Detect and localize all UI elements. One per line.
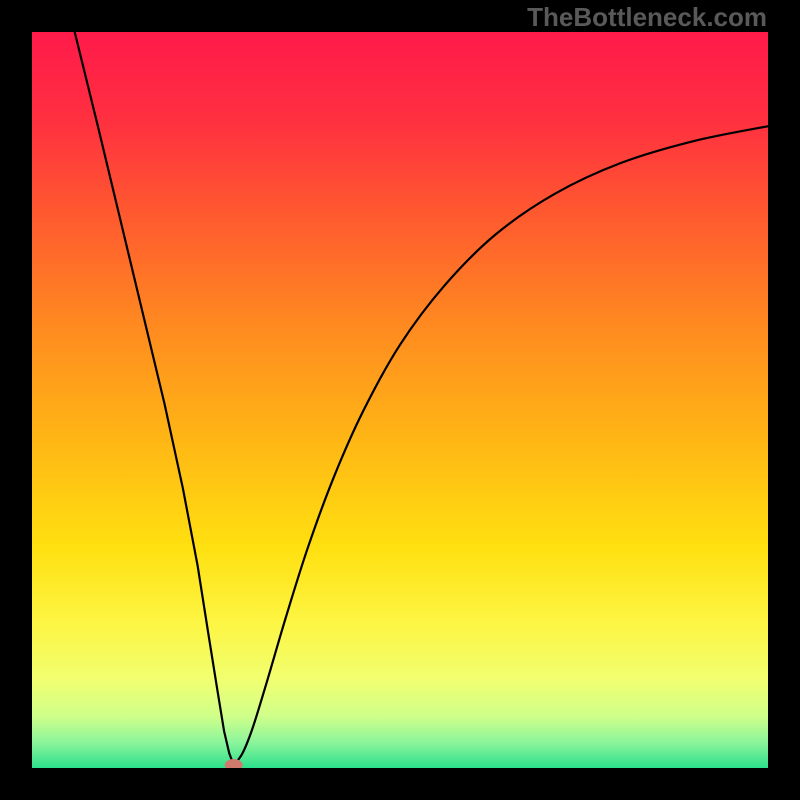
gradient-background	[32, 32, 768, 768]
watermark-text: TheBottleneck.com	[527, 2, 767, 33]
plot-svg	[32, 32, 768, 768]
plot-area	[32, 32, 768, 768]
frame-right	[768, 0, 800, 800]
frame-left	[0, 0, 32, 800]
frame-bottom	[0, 768, 800, 800]
